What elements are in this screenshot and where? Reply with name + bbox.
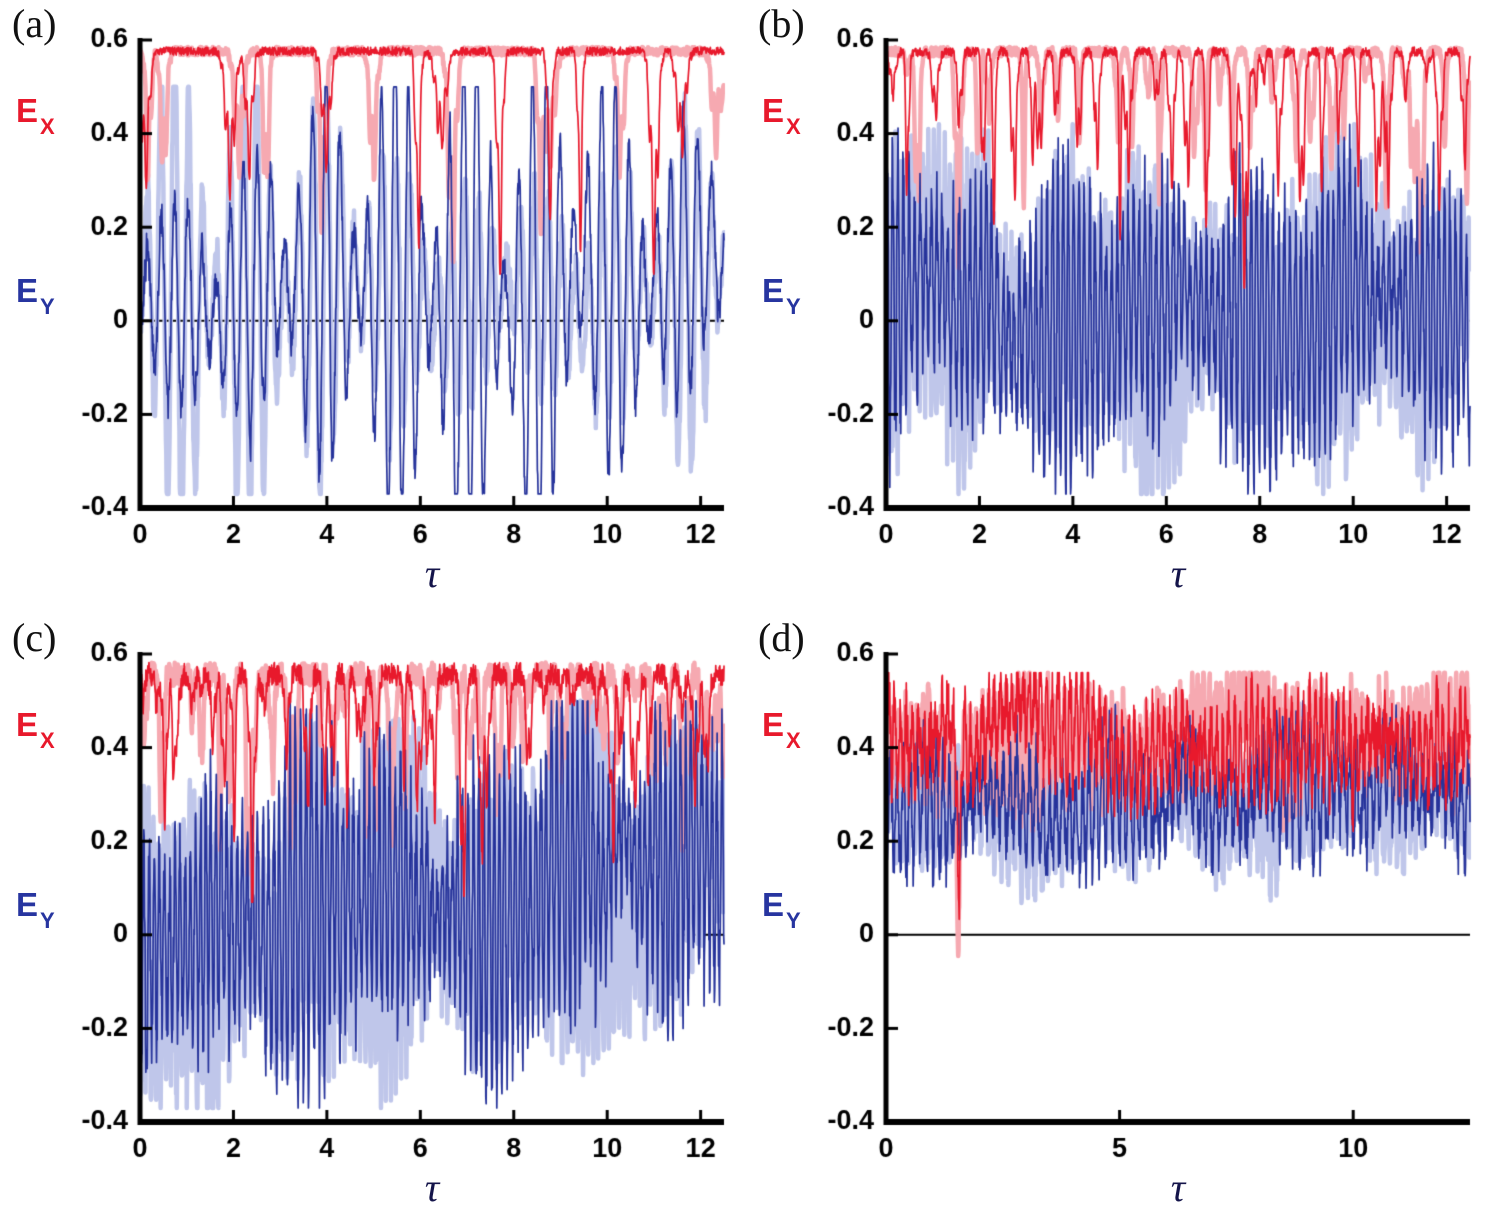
chart-canvas-c [0,614,746,1228]
ex-label-sub: X [786,113,802,139]
x-axis-label-b: τ [1170,551,1186,596]
panel-a: (a) EX EY τ [0,0,746,614]
series-label-ey: EY [762,272,802,319]
panel-b: (b) EX EY τ [746,0,1492,614]
x-axis-label-a: τ [424,551,440,596]
ey-label-sub: Y [40,907,56,933]
panel-letter-d: (d) [758,615,805,660]
x-axis-label-d: τ [1170,1165,1186,1210]
panel-d: (d) EX EY τ [746,614,1492,1228]
ex-label-main: E [16,706,40,743]
series-label-ey: EY [16,272,56,319]
chart-canvas-a [0,0,746,614]
series-label-ex: EX [16,92,56,139]
ex-label-sub: X [786,727,802,753]
ex-label-main: E [16,92,40,129]
series-label-ex: EX [762,92,802,139]
ey-label-main: E [16,272,40,309]
chart-canvas-b [746,0,1492,614]
panel-letter-b: (b) [758,1,805,46]
panel-letter-a: (a) [12,1,57,46]
ex-label-sub: X [40,113,56,139]
ey-label-main: E [16,886,40,923]
panel-letter-c: (c) [12,615,57,660]
ex-label-sub: X [40,727,56,753]
ey-label-sub: Y [40,293,56,319]
ey-label-main: E [762,272,786,309]
series-label-ey: EY [762,886,802,933]
series-label-ex: EX [16,706,56,753]
x-axis-label-c: τ [424,1165,440,1210]
ey-label-sub: Y [786,907,802,933]
ex-label-main: E [762,92,786,129]
series-label-ey: EY [16,886,56,933]
panel-c: (c) EX EY τ [0,614,746,1228]
ex-label-main: E [762,706,786,743]
ey-label-sub: Y [786,293,802,319]
ey-label-main: E [762,886,786,923]
series-label-ex: EX [762,706,802,753]
chart-canvas-d [746,614,1492,1228]
